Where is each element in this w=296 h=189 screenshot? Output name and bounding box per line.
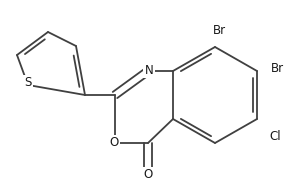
Text: Br: Br [213, 25, 226, 37]
Text: N: N [145, 64, 153, 77]
Text: O: O [110, 136, 119, 149]
Text: O: O [143, 169, 153, 181]
Text: Br: Br [271, 63, 284, 75]
Text: Cl: Cl [269, 130, 281, 143]
Text: S: S [24, 77, 32, 90]
